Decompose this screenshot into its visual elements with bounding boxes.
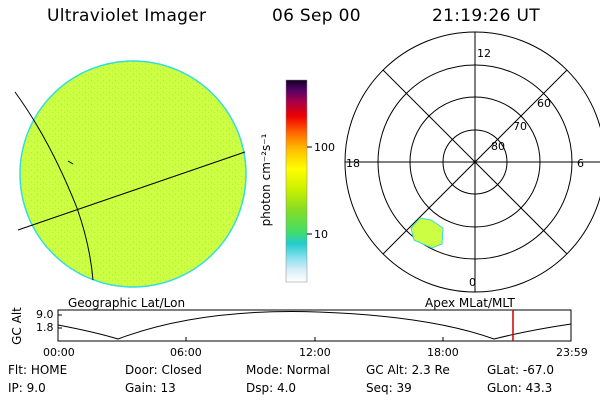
- lat-label-60: 60: [537, 97, 551, 110]
- mlt-label-6: 6: [577, 157, 584, 170]
- time-tick-1200: 12:00: [299, 346, 331, 359]
- colorbar-label-100: 100: [314, 141, 335, 154]
- time-label: 21:19:26 UT: [432, 6, 540, 26]
- date-label: 06 Sep 00: [272, 6, 361, 26]
- time-tick-0600: 06:00: [170, 346, 202, 359]
- altitude-ytick-1-8: 1.8: [36, 321, 54, 334]
- altitude-ytick-9: 9.0: [36, 308, 54, 321]
- status-seq: Seq: 39: [366, 381, 412, 395]
- mlt-label-18: 18: [346, 157, 360, 170]
- status-gc-alt: GC Alt: 2.3 Re: [366, 363, 450, 377]
- time-tick-1800: 18:00: [427, 346, 459, 359]
- mlt-label-12: 12: [477, 47, 491, 60]
- status-mode: Mode: Normal: [246, 363, 330, 377]
- colorbar: [285, 79, 308, 283]
- altitude-curve: [57, 311, 572, 340]
- status-glat: GLat: -67.0: [487, 363, 554, 377]
- colorbar-unit-label: photon cm⁻²s⁻¹: [259, 133, 273, 227]
- status-door: Door: Closed: [125, 363, 202, 377]
- colorbar-label-10: 10: [314, 228, 328, 241]
- status-ip: IP: 9.0: [8, 381, 46, 395]
- apex-caption: Apex MLat/MLT: [425, 296, 515, 310]
- altitude-ylabel: GC Alt: [10, 307, 24, 345]
- lat-label-80: 80: [491, 140, 505, 153]
- status-gain: Gain: 13: [125, 381, 176, 395]
- altitude-plot-ticks: [58, 314, 444, 341]
- polar-grid: [344, 31, 600, 293]
- altitude-plot-frame: [57, 309, 572, 342]
- uv-image-disc: [19, 60, 247, 288]
- lat-label-70: 70: [513, 120, 527, 133]
- status-dsp: Dsp: 4.0: [246, 381, 297, 395]
- status-glon: GLon: 43.3: [487, 381, 553, 395]
- mlt-label-0: 0: [469, 276, 476, 289]
- geographic-caption: Geographic Lat/Lon: [68, 296, 186, 310]
- time-tick-0000: 00:00: [43, 346, 75, 359]
- time-tick-2359: 23:59: [556, 346, 588, 359]
- instrument-title: Ultraviolet Imager: [47, 6, 207, 26]
- status-flt: Flt: HOME: [8, 363, 68, 377]
- geographic-grid-lines: [14, 91, 246, 281]
- auroral-patch: [410, 217, 444, 249]
